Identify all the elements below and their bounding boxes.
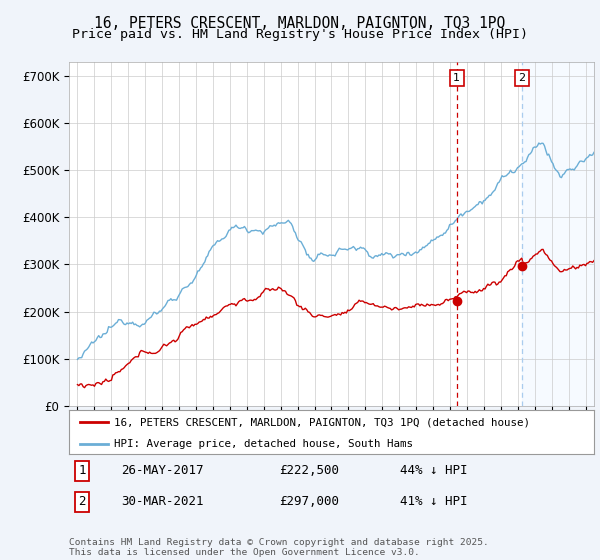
- Text: HPI: Average price, detached house, South Hams: HPI: Average price, detached house, Sout…: [113, 439, 413, 449]
- Text: £222,500: £222,500: [279, 464, 339, 477]
- Text: 16, PETERS CRESCENT, MARLDON, PAIGNTON, TQ3 1PQ (detached house): 16, PETERS CRESCENT, MARLDON, PAIGNTON, …: [113, 417, 530, 427]
- Text: £297,000: £297,000: [279, 495, 339, 508]
- Text: 26-MAY-2017: 26-MAY-2017: [121, 464, 204, 477]
- Text: 1: 1: [79, 464, 86, 477]
- Text: 16, PETERS CRESCENT, MARLDON, PAIGNTON, TQ3 1PQ: 16, PETERS CRESCENT, MARLDON, PAIGNTON, …: [94, 16, 506, 31]
- Bar: [522, 62, 594, 406]
- Text: 2: 2: [79, 495, 86, 508]
- Text: 41% ↓ HPI: 41% ↓ HPI: [400, 495, 467, 508]
- Text: 1: 1: [454, 73, 460, 83]
- Text: 30-MAR-2021: 30-MAR-2021: [121, 495, 204, 508]
- Text: 44% ↓ HPI: 44% ↓ HPI: [400, 464, 467, 477]
- Text: Price paid vs. HM Land Registry's House Price Index (HPI): Price paid vs. HM Land Registry's House …: [72, 28, 528, 41]
- Text: Contains HM Land Registry data © Crown copyright and database right 2025.
This d: Contains HM Land Registry data © Crown c…: [69, 538, 489, 557]
- Text: 2: 2: [518, 73, 526, 83]
